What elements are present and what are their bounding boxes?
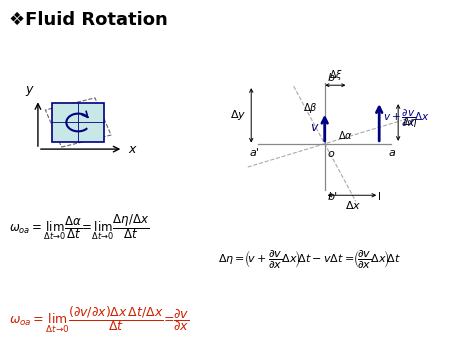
Text: y: y — [26, 83, 33, 96]
Text: $\omega_{oa} = \lim_{\Delta t \to 0} \dfrac{\Delta\alpha}{\Delta t}= \lim_{\Delt: $\omega_{oa} = \lim_{\Delta t \to 0} \df… — [9, 212, 150, 242]
Text: $v+\dfrac{\partial v}{\partial x}\Delta x$: $v+\dfrac{\partial v}{\partial x}\Delta … — [383, 108, 430, 129]
Text: o: o — [328, 149, 334, 159]
Text: $\Delta\xi$: $\Delta\xi$ — [329, 69, 344, 82]
Text: $\Delta\alpha$: $\Delta\alpha$ — [338, 129, 353, 141]
Text: a': a' — [249, 148, 259, 158]
Text: $\Delta\eta = \!\left(\!v + \dfrac{\partial v}{\partial x}\Delta x\!\right)\!\De: $\Delta\eta = \!\left(\!v + \dfrac{\part… — [218, 248, 401, 270]
Bar — [52, 103, 104, 142]
Text: b': b' — [328, 192, 337, 202]
Text: $\Delta y$: $\Delta y$ — [230, 108, 246, 122]
Text: $\omega_{oa} = \lim_{\Delta t \to 0}\dfrac{(\partial v/\partial x)\Delta x\,\Del: $\omega_{oa} = \lim_{\Delta t \to 0}\dfr… — [9, 304, 190, 335]
Text: $\Delta\eta$: $\Delta\eta$ — [402, 115, 417, 130]
Text: $\Delta\beta$: $\Delta\beta$ — [303, 101, 318, 115]
Text: a: a — [389, 148, 396, 158]
Text: x: x — [128, 143, 136, 155]
Text: b: b — [328, 73, 335, 83]
Text: $v$: $v$ — [310, 121, 320, 134]
Text: ❖Fluid Rotation: ❖Fluid Rotation — [9, 11, 168, 29]
Text: $\Delta x$: $\Delta x$ — [345, 199, 361, 211]
